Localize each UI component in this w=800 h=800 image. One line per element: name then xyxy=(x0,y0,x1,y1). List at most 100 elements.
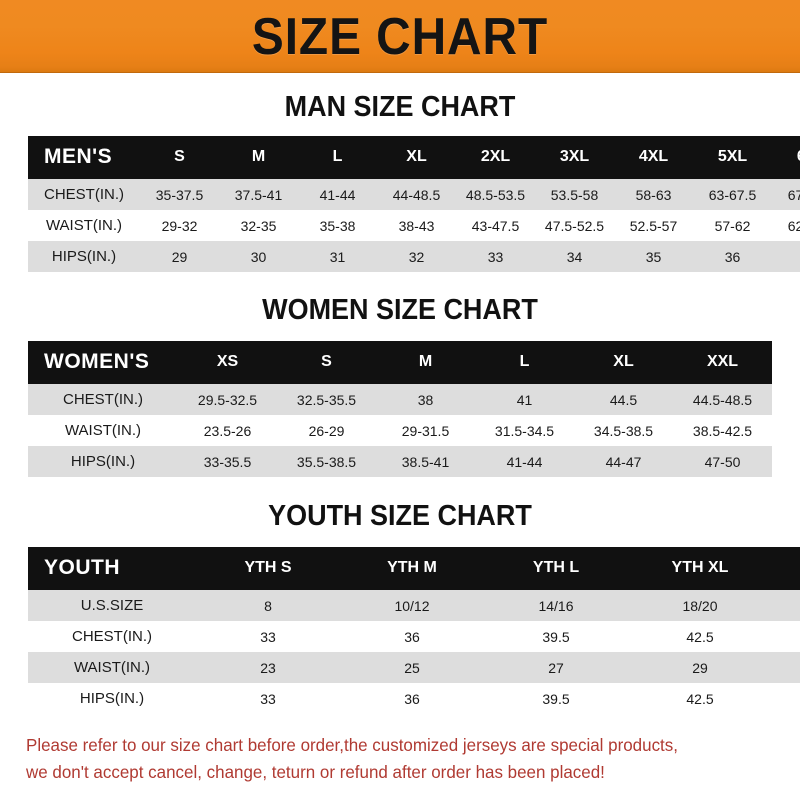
man-col-header: XL xyxy=(377,136,456,179)
youth-cell: 10/12 xyxy=(340,590,484,621)
footer-note-line-2: we don't accept cancel, change, teturn o… xyxy=(26,762,605,783)
table-row: U.S.SIZE 8 10/12 14/16 18/20 xyxy=(28,590,800,621)
youth-cell-spacer xyxy=(772,590,800,621)
women-col-header: S xyxy=(277,341,376,384)
banner-title: SIZE CHART xyxy=(251,7,549,66)
women-cell: 41 xyxy=(475,384,574,415)
youth-col-header: YTH S xyxy=(196,547,340,590)
footer-note: Please refer to our size chart before or… xyxy=(26,732,752,786)
women-cell: 47-50 xyxy=(673,446,772,477)
youth-row-label: WAIST(IN.) xyxy=(28,652,196,683)
youth-cell: 27 xyxy=(484,652,628,683)
man-cell: 58-63 xyxy=(614,179,693,210)
man-col-header: 6XL xyxy=(772,136,800,179)
table-row: WAIST(IN.) 29-32 32-35 35-38 38-43 43-47… xyxy=(28,210,800,241)
man-cell: 37.5-41 xyxy=(219,179,298,210)
man-corner-label: MEN'S xyxy=(28,136,140,179)
man-table-wrap: MEN'S S M L XL 2XL 3XL 4XL 5XL 6XL CHEST… xyxy=(28,136,800,272)
youth-cell: 36 xyxy=(340,621,484,652)
table-row: WAIST(IN.) 23 25 27 29 xyxy=(28,652,800,683)
women-corner-label: WOMEN'S xyxy=(28,341,178,384)
youth-cell: 33 xyxy=(196,621,340,652)
women-cell: 33-35.5 xyxy=(178,446,277,477)
man-col-header: 3XL xyxy=(535,136,614,179)
man-cell: 35-38 xyxy=(298,210,377,241)
youth-cell: 42.5 xyxy=(628,621,772,652)
table-row: WAIST(IN.) 23.5-26 26-29 29-31.5 31.5-34… xyxy=(28,415,772,446)
women-cell: 29.5-32.5 xyxy=(178,384,277,415)
man-cell: 31 xyxy=(298,241,377,272)
table-row: CHEST(IN.) 33 36 39.5 42.5 xyxy=(28,621,800,652)
youth-section-title: YOUTH SIZE CHART xyxy=(268,500,532,532)
table-row: HIPS(IN.) 29 30 31 32 33 34 35 36 37 xyxy=(28,241,800,272)
youth-cell: 39.5 xyxy=(484,621,628,652)
man-cell: 32 xyxy=(377,241,456,272)
youth-cell: 25 xyxy=(340,652,484,683)
youth-col-header: YTH M xyxy=(340,547,484,590)
youth-table-wrap: YOUTH YTH S YTH M YTH L YTH XL U.S.SIZE … xyxy=(28,547,800,714)
youth-cell: 8 xyxy=(196,590,340,621)
youth-cell-spacer xyxy=(772,683,800,714)
man-cell: 33 xyxy=(456,241,535,272)
man-cell: 67.5-72 xyxy=(772,179,800,210)
man-cell: 44-48.5 xyxy=(377,179,456,210)
youth-cell: 33 xyxy=(196,683,340,714)
women-section-title: WOMEN SIZE CHART xyxy=(262,294,538,326)
women-cell: 34.5-38.5 xyxy=(574,415,673,446)
table-row: HIPS(IN.) 33-35.5 35.5-38.5 38.5-41 41-4… xyxy=(28,446,772,477)
table-row: CHEST(IN.) 35-37.5 37.5-41 41-44 44-48.5… xyxy=(28,179,800,210)
footer-note-line-1: Please refer to our size chart before or… xyxy=(26,735,678,755)
man-col-header: S xyxy=(140,136,219,179)
youth-header-spacer xyxy=(772,547,800,590)
youth-size-table: YOUTH YTH S YTH M YTH L YTH XL U.S.SIZE … xyxy=(28,547,800,714)
man-cell: 52.5-57 xyxy=(614,210,693,241)
man-cell: 32-35 xyxy=(219,210,298,241)
man-cell: 48.5-53.5 xyxy=(456,179,535,210)
man-section-title: MAN SIZE CHART xyxy=(284,91,516,123)
women-cell: 31.5-34.5 xyxy=(475,415,574,446)
women-table-wrap: WOMEN'S XS S M L XL XXL CHEST(IN.) 29.5-… xyxy=(28,341,772,477)
man-cell: 57-62 xyxy=(693,210,772,241)
man-col-header: L xyxy=(298,136,377,179)
women-col-header: L xyxy=(475,341,574,384)
youth-row-label: CHEST(IN.) xyxy=(28,621,196,652)
women-row-label: CHEST(IN.) xyxy=(28,384,178,415)
youth-cell: 39.5 xyxy=(484,683,628,714)
man-cell: 29-32 xyxy=(140,210,219,241)
youth-cell-spacer xyxy=(772,621,800,652)
man-cell: 29 xyxy=(140,241,219,272)
man-row-label: CHEST(IN.) xyxy=(28,179,140,210)
youth-cell: 29 xyxy=(628,652,772,683)
youth-header-row: YOUTH YTH S YTH M YTH L YTH XL xyxy=(28,547,800,590)
man-cell: 41-44 xyxy=(298,179,377,210)
youth-cell: 36 xyxy=(340,683,484,714)
man-header-row: MEN'S S M L XL 2XL 3XL 4XL 5XL 6XL xyxy=(28,136,800,179)
women-cell: 26-29 xyxy=(277,415,376,446)
youth-cell: 42.5 xyxy=(628,683,772,714)
man-row-label: HIPS(IN.) xyxy=(28,241,140,272)
women-header-row: WOMEN'S XS S M L XL XXL xyxy=(28,341,772,384)
youth-row-label: HIPS(IN.) xyxy=(28,683,196,714)
man-cell: 36 xyxy=(693,241,772,272)
table-row: HIPS(IN.) 33 36 39.5 42.5 xyxy=(28,683,800,714)
women-col-header: XL xyxy=(574,341,673,384)
youth-cell: 23 xyxy=(196,652,340,683)
women-cell: 38.5-41 xyxy=(376,446,475,477)
man-cell: 47.5-52.5 xyxy=(535,210,614,241)
man-col-header: 4XL xyxy=(614,136,693,179)
women-size-table: WOMEN'S XS S M L XL XXL CHEST(IN.) 29.5-… xyxy=(28,341,772,477)
women-cell: 35.5-38.5 xyxy=(277,446,376,477)
women-cell: 44.5-48.5 xyxy=(673,384,772,415)
women-row-label: HIPS(IN.) xyxy=(28,446,178,477)
women-cell: 44.5 xyxy=(574,384,673,415)
banner: SIZE CHART xyxy=(0,0,800,73)
women-cell: 38.5-42.5 xyxy=(673,415,772,446)
man-cell: 43-47.5 xyxy=(456,210,535,241)
man-cell: 53.5-58 xyxy=(535,179,614,210)
women-cell: 23.5-26 xyxy=(178,415,277,446)
youth-cell: 14/16 xyxy=(484,590,628,621)
man-col-header: 2XL xyxy=(456,136,535,179)
man-cell: 34 xyxy=(535,241,614,272)
man-cell: 37 xyxy=(772,241,800,272)
man-cell: 35-37.5 xyxy=(140,179,219,210)
